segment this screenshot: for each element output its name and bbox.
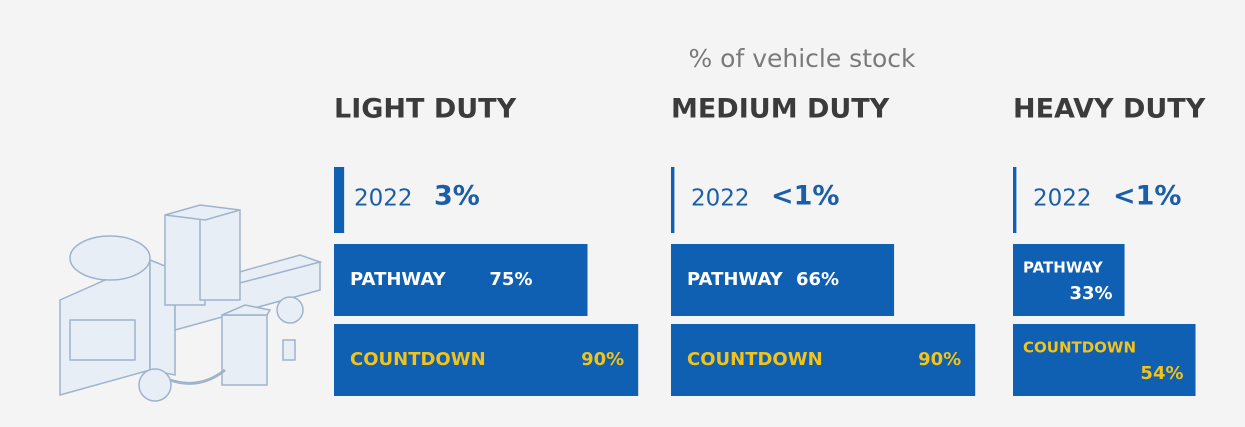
subtitle: % of vehicle stock [688,44,916,73]
bar [671,167,674,233]
category-label: COUNTDOWN [1023,339,1136,357]
infographic: % of vehicle stock LIGHT DUTY 2022 3% PATHW… [0,0,1245,427]
bar [1013,244,1125,316]
category-label: 2022 [1033,186,1092,212]
category-label: 2022 [354,186,413,212]
category-label: PATHWAY [1023,259,1104,277]
value-label: 3% [434,181,480,212]
category-label: PATHWAY [687,269,784,290]
value-label: <1% [771,181,839,212]
page: {"subtitle": "% of vehicle stock", "char… [0,0,1245,427]
value-label: 90% [581,349,624,370]
value-label: 66% [796,269,839,290]
bar [1013,324,1196,396]
category-label: COUNTDOWN [687,349,823,370]
category-label: COUNTDOWN [350,349,486,370]
bar [1013,167,1016,233]
value-label: 54% [1140,363,1183,384]
panel-title: LIGHT DUTY [334,94,517,125]
category-label: 2022 [691,186,750,212]
panel-title: MEDIUM DUTY [671,94,890,125]
bar [334,167,344,233]
value-label: 90% [918,349,961,370]
value-label: 33% [1069,283,1112,304]
value-label: 75% [489,269,532,290]
category-label: PATHWAY [350,269,447,290]
panel-title: HEAVY DUTY [1013,94,1206,125]
value-label: <1% [1113,181,1181,212]
